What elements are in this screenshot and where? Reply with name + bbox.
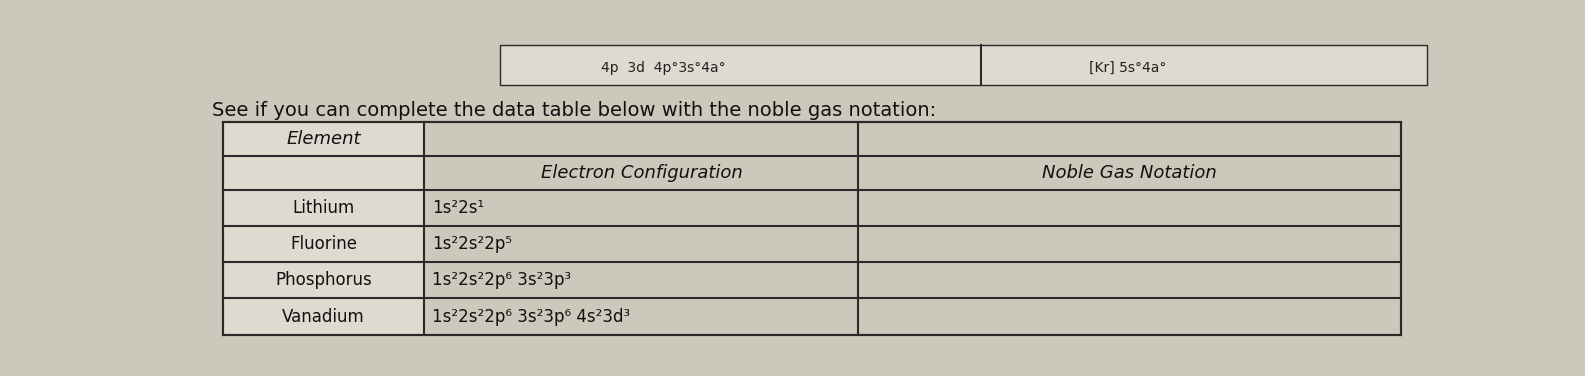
Bar (859, 190, 1401, 226)
Text: Element: Element (287, 130, 361, 148)
Bar (223, 190, 425, 226)
Bar (859, 122, 1401, 156)
Bar (859, 299, 1401, 335)
Text: See if you can complete the data table below with the noble gas notation:: See if you can complete the data table b… (212, 100, 937, 120)
Text: 1s²2s¹: 1s²2s¹ (433, 199, 485, 217)
Bar (859, 262, 1401, 299)
Bar (223, 156, 425, 190)
Text: Phosphorus: Phosphorus (276, 271, 372, 290)
Bar (223, 122, 425, 156)
Bar (859, 226, 1401, 262)
Bar (223, 122, 1401, 335)
Bar (501, 45, 1426, 85)
Text: 1s²2s²2p⁶ 3s²3p³: 1s²2s²2p⁶ 3s²3p³ (433, 271, 571, 290)
Text: 4p  3d  4p°3s°4a°: 4p 3d 4p°3s°4a° (601, 61, 726, 74)
Bar (425, 262, 859, 299)
Bar (425, 122, 859, 156)
Text: Fluorine: Fluorine (290, 235, 357, 253)
Text: Lithium: Lithium (293, 199, 355, 217)
Bar (223, 262, 425, 299)
Bar (425, 299, 859, 335)
Bar (223, 226, 425, 262)
Text: 1s²2s²2p⁵: 1s²2s²2p⁵ (433, 235, 512, 253)
Bar (425, 190, 859, 226)
Bar (859, 156, 1401, 190)
Bar (425, 156, 859, 190)
Bar (223, 299, 425, 335)
Text: Electron Configuration: Electron Configuration (540, 164, 742, 182)
Text: [Kr] 5s°4a°: [Kr] 5s°4a° (1089, 61, 1167, 74)
Bar (223, 122, 1401, 335)
Bar (425, 226, 859, 262)
Text: Vanadium: Vanadium (282, 308, 365, 326)
Text: 1s²2s²2p⁶ 3s²3p⁶ 4s²3d³: 1s²2s²2p⁶ 3s²3p⁶ 4s²3d³ (433, 308, 631, 326)
Text: Noble Gas Notation: Noble Gas Notation (1043, 164, 1217, 182)
